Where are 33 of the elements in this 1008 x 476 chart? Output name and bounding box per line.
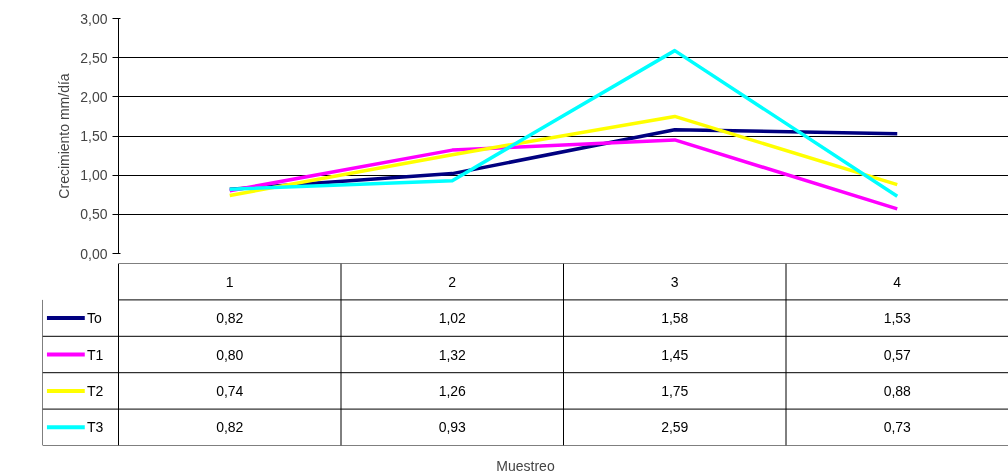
legend-label: To bbox=[87, 310, 102, 327]
x-tick-label: 1 bbox=[225, 273, 234, 290]
x-tick-label: 2 bbox=[448, 273, 457, 290]
y-tick-label: 2,50 bbox=[80, 49, 108, 66]
data-label: 0,80 bbox=[216, 346, 244, 363]
data-label: 0,88 bbox=[883, 382, 912, 399]
data-label: 0,82 bbox=[216, 419, 244, 436]
data-label: 0,82 bbox=[216, 310, 244, 327]
y-tick-label: 2,00 bbox=[80, 88, 108, 105]
x-tick-label: 3 bbox=[670, 273, 679, 290]
y-tick-label: 1,50 bbox=[80, 128, 108, 144]
data-label: 0,73 bbox=[883, 419, 912, 436]
y-tick-label: 1,00 bbox=[80, 167, 108, 184]
data-label: 0,74 bbox=[216, 382, 244, 399]
data-label: 1,58 bbox=[661, 310, 689, 327]
data-label: 0,57 bbox=[883, 346, 912, 363]
y-tick-label: 3,00 bbox=[80, 10, 108, 27]
x-tick-label: 4 bbox=[893, 273, 902, 290]
data-label: 1,53 bbox=[883, 310, 912, 327]
data-label: 1,02 bbox=[438, 310, 467, 327]
text: Muestreo bbox=[496, 457, 555, 474]
data-label: 2,59 bbox=[661, 419, 689, 436]
legend-label: T2 bbox=[87, 382, 104, 399]
data-label: 1,26 bbox=[438, 382, 467, 399]
legend-label: T1 bbox=[87, 346, 104, 363]
data-label: 1,75 bbox=[661, 382, 689, 399]
y-tick-label: 0,00 bbox=[80, 245, 108, 262]
data-label: 1,32 bbox=[438, 346, 467, 363]
y-axis-title: Crecimiento mm/día bbox=[56, 73, 73, 199]
legend-label: T3 bbox=[87, 419, 104, 436]
data-label: 1,45 bbox=[661, 346, 689, 363]
y-tick-label: 0,50 bbox=[80, 206, 108, 223]
data-label: 0,93 bbox=[438, 419, 467, 436]
